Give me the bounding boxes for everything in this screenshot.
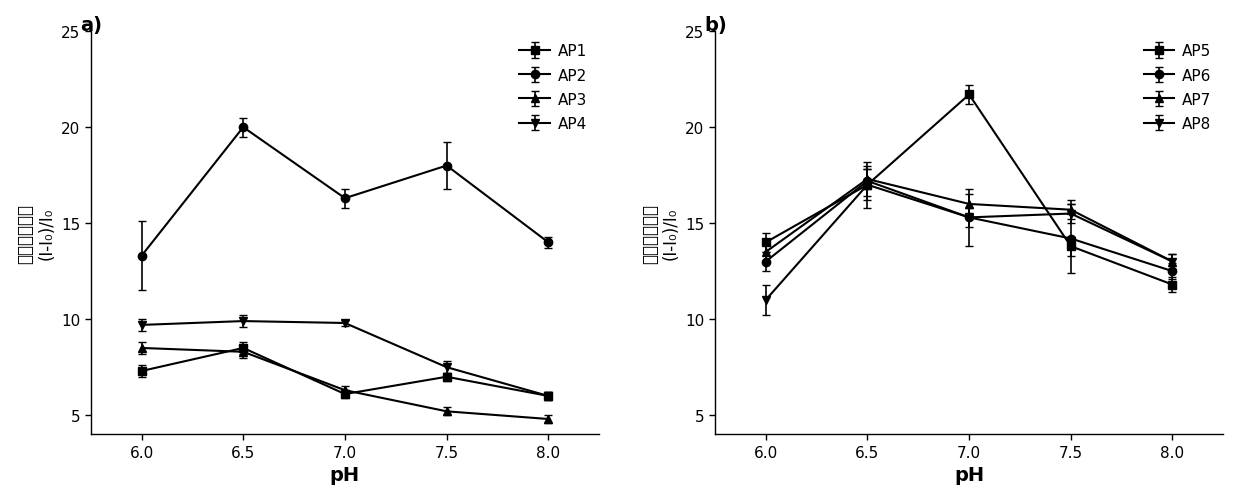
Y-axis label: 相对荧光强度
(I-I₀)/I₀: 相对荧光强度 (I-I₀)/I₀ — [641, 203, 680, 263]
Y-axis label: 相对荧光强度
(I-I₀)/I₀: 相对荧光强度 (I-I₀)/I₀ — [16, 203, 56, 263]
Legend: AP5, AP6, AP7, AP8: AP5, AP6, AP7, AP8 — [1140, 40, 1215, 136]
X-axis label: pH: pH — [954, 465, 985, 484]
Text: a): a) — [81, 16, 103, 35]
Legend: AP1, AP2, AP3, AP4: AP1, AP2, AP3, AP4 — [515, 40, 591, 136]
Text: b): b) — [704, 16, 728, 35]
X-axis label: pH: pH — [330, 465, 360, 484]
